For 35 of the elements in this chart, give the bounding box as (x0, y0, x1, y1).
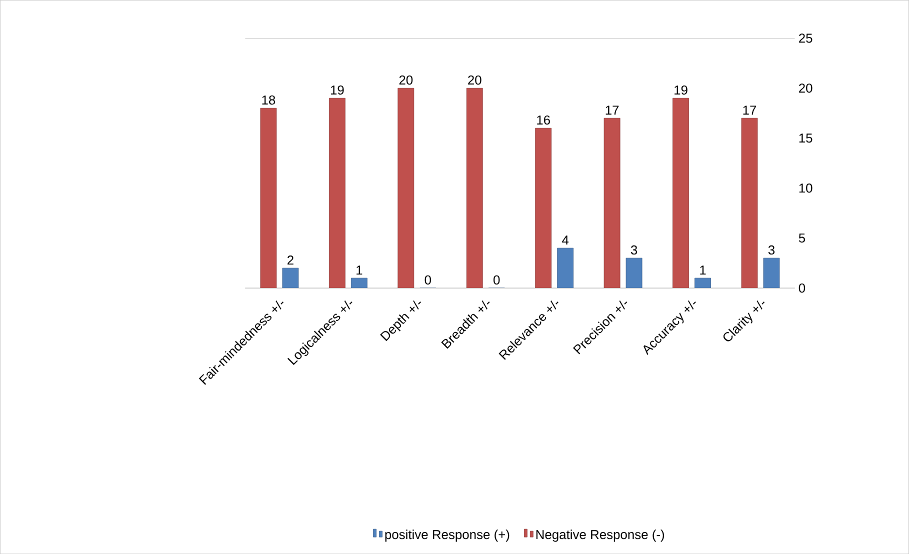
data-label: 20 (399, 75, 413, 85)
bar (604, 118, 620, 288)
bar (557, 248, 574, 288)
data-label: 17 (606, 106, 619, 115)
bar (328, 98, 346, 288)
data-label: 3 (630, 245, 638, 254)
data-label: 19 (330, 85, 344, 95)
bar (260, 108, 277, 288)
bar (466, 88, 483, 288)
y-tick-label: 15 (799, 134, 812, 143)
y-tick-label: 25 (799, 34, 812, 43)
data-label: 3 (768, 245, 775, 254)
bar (535, 128, 552, 288)
data-label: 4 (562, 236, 569, 244)
data-label: 19 (674, 85, 688, 95)
data-label: 16 (537, 115, 550, 125)
data-label: 0 (494, 275, 500, 284)
bar (398, 88, 414, 288)
bar (672, 98, 689, 288)
data-label: 17 (743, 106, 756, 115)
data-label: 1 (356, 266, 362, 274)
legend-label: positive Response (+) (385, 530, 510, 542)
bar (763, 258, 780, 288)
bar (741, 118, 758, 288)
bar (626, 258, 642, 288)
data-label: 20 (468, 75, 482, 85)
data-label: 2 (288, 255, 294, 264)
data-label: 0 (424, 275, 431, 284)
y-tick-label: 0 (798, 283, 806, 293)
data-label: 1 (700, 266, 706, 274)
data-label: 18 (262, 95, 276, 105)
y-tick-label: 5 (798, 234, 806, 243)
legend-label: Negative Response (-) (536, 530, 664, 542)
y-tick-label: 20 (799, 84, 812, 93)
y-tick-label: 10 (799, 183, 812, 193)
